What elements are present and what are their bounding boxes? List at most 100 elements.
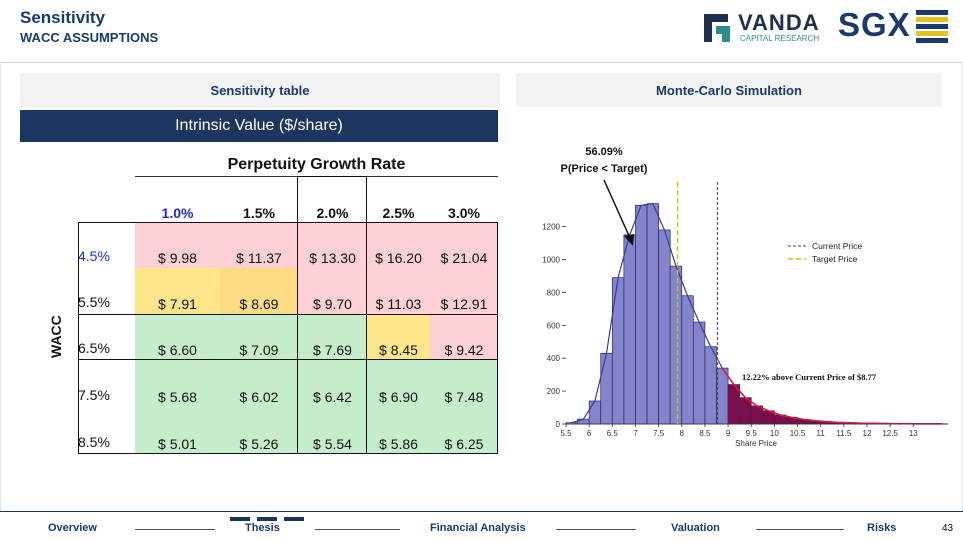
- column-header: 2.0%: [316, 205, 349, 221]
- page-subtitle: WACC ASSUMPTIONS: [20, 30, 159, 45]
- table-cell: $ 6.60: [135, 314, 220, 360]
- table-cell: $ 5.86: [367, 407, 430, 454]
- histogram-bar: [692, 321, 706, 425]
- nav-separator: [315, 529, 400, 530]
- probability-label: P(Price < Target): [561, 163, 648, 175]
- x-tick-label: 11: [817, 429, 826, 438]
- x-tick-label: 11.5: [836, 429, 852, 438]
- probability-value: 56.09%: [585, 146, 623, 158]
- histogram-bar: [600, 352, 613, 425]
- column-header: 1.5%: [243, 205, 275, 221]
- x-tick-label: 12.5: [882, 429, 898, 438]
- vanda-logo: VANDA CAPITAL RESEARCH: [702, 10, 827, 46]
- column-header: 2.5%: [382, 205, 415, 221]
- perpetuity-growth-rule: [135, 176, 498, 177]
- table-cell: $ 6.90: [367, 360, 430, 407]
- row-header: 4.5%: [78, 248, 110, 264]
- sgx-logo-text: SGX: [838, 6, 911, 43]
- intrinsic-value-bar: Intrinsic Value ($/share): [20, 110, 498, 142]
- histogram-bar: [611, 277, 625, 425]
- y-tick-label: 1000: [542, 256, 560, 265]
- y-tick-label: 0: [556, 420, 561, 429]
- x-tick-label: 13: [909, 429, 918, 438]
- table-cell: $ 8.45: [367, 314, 430, 360]
- y-tick-label: 400: [547, 354, 561, 363]
- vanda-logo-subtext: CAPITAL RESEARCH: [740, 34, 820, 43]
- table-cell: $ 7.91: [135, 268, 220, 314]
- nav-separator: [135, 529, 215, 530]
- table-cell: $ 8.69: [220, 268, 298, 314]
- row-header: 6.5%: [78, 340, 110, 356]
- row-header: 7.5%: [78, 387, 110, 403]
- monte-carlo-chart: 0 200 400 600 800 1000 1200 5.5 6 6.5 7 7.5 8 8.5 9 9.5…: [542, 146, 949, 448]
- table-cell: $ 9.70: [298, 268, 367, 314]
- table-cell: $ 16.20: [367, 223, 430, 268]
- nav-thesis[interactable]: Thesis: [245, 522, 280, 534]
- y-tick-label: 600: [547, 321, 561, 330]
- x-tick-label: 9.5: [746, 429, 758, 438]
- table-cell: $ 9.42: [430, 314, 498, 360]
- histogram-bar: [739, 397, 752, 425]
- x-tick-label: 8.5: [699, 429, 711, 438]
- footer-divider: [0, 511, 963, 512]
- nav-overview[interactable]: Overview: [48, 522, 97, 534]
- nav-risks[interactable]: Risks: [867, 522, 897, 534]
- active-nav-indicator: [230, 517, 250, 521]
- annotation-arrow-head: [624, 234, 634, 246]
- column-header: 1.0%: [161, 205, 194, 221]
- y-tick-label: 1200: [542, 223, 560, 232]
- y-tick-label: 200: [547, 387, 561, 396]
- x-tick-label: 10.5: [790, 429, 806, 438]
- vanda-logo-icon: [704, 14, 730, 42]
- histogram-bar: [588, 400, 602, 425]
- table-cell: $ 5.26: [220, 407, 298, 454]
- table-cell: $ 21.04: [430, 223, 498, 268]
- x-tick-label: 10: [770, 429, 779, 438]
- x-tick-label: 6: [587, 429, 592, 438]
- above-current-annotation: 12.22% above Current Price of $8.77: [742, 372, 877, 382]
- nav-financial-analysis[interactable]: Financial Analysis: [430, 522, 526, 534]
- legend-current-label: Current Price: [812, 241, 862, 251]
- table-cell: $ 5.01: [135, 407, 220, 454]
- x-tick-label: 7.5: [653, 429, 665, 438]
- nav-separator: [756, 529, 844, 530]
- y-tick-label: 800: [547, 288, 561, 297]
- histogram-bar: [681, 295, 694, 425]
- histogram-bar: [635, 204, 648, 425]
- row-header: 5.5%: [78, 294, 110, 310]
- histogram-bar: [658, 229, 671, 425]
- table-cell: $ 7.69: [298, 314, 367, 360]
- table-cell: $ 5.68: [135, 360, 220, 407]
- left-border: [0, 62, 1, 512]
- monte-carlo-heading: Monte-Carlo Simulation: [516, 73, 942, 107]
- row-header: 8.5%: [78, 434, 110, 450]
- sgx-logo: SGX: [838, 6, 950, 46]
- table-cell: $ 9.98: [135, 223, 220, 268]
- histogram-bar: [646, 203, 659, 425]
- x-tick-label: 5.5: [560, 429, 572, 438]
- header-divider: [0, 62, 963, 63]
- histogram-bar: [750, 405, 764, 425]
- legend-target-label: Target Price: [812, 254, 858, 264]
- wacc-label: WACC: [48, 315, 64, 358]
- table-cell: $ 6.25: [430, 407, 498, 454]
- sensitivity-table-heading: Sensitivity table: [20, 73, 500, 107]
- sgx-logo-bars-icon: [916, 10, 948, 43]
- histogram-bar: [716, 367, 729, 425]
- nav-separator: [556, 529, 636, 530]
- table-cell: $ 7.09: [220, 314, 298, 360]
- active-nav-indicator: [257, 517, 277, 521]
- table-cell: $ 11.37: [220, 223, 298, 268]
- vanda-logo-text: VANDA: [738, 10, 820, 35]
- table-cell: $ 5.54: [298, 407, 367, 454]
- table-cell: $ 6.02: [220, 360, 298, 407]
- table-cell: $ 12.91: [430, 268, 498, 314]
- page-title: Sensitivity: [20, 8, 106, 27]
- x-tick-label: 8: [680, 429, 685, 438]
- annotation-arrow-shaft: [603, 179, 631, 239]
- x-tick-label: 12: [863, 429, 872, 438]
- column-header: 3.0%: [448, 205, 480, 221]
- x-tick-label: 6.5: [607, 429, 619, 438]
- nav-valuation[interactable]: Valuation: [671, 522, 720, 534]
- table-cell: $ 13.30: [298, 223, 367, 268]
